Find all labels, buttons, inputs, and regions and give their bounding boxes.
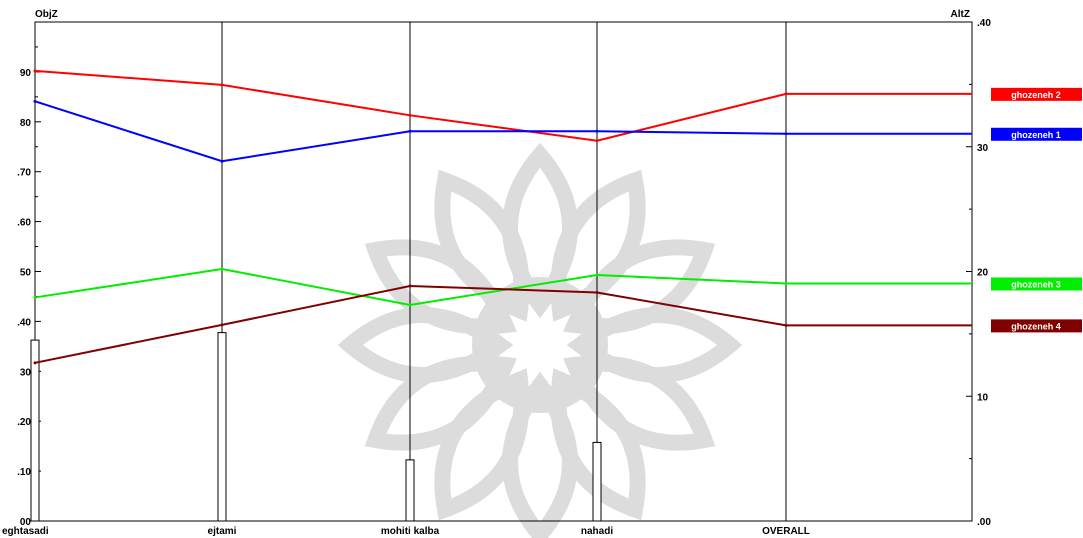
category-label: mohiti kalba [381,526,440,537]
left-tick-label: 80 [20,118,32,129]
left-tick-label: 90 [20,68,32,79]
legend-label: ghozeneh 3 [1011,279,1061,289]
left-tick-label: .20 [17,417,31,428]
left-tick-label: .10 [17,467,31,478]
right-tick-label: .00 [977,517,991,528]
legend-label: ghozeneh 4 [1011,321,1061,331]
bar [217,332,227,522]
series-line [34,69,972,142]
category-label: OVERALL [762,526,810,537]
right-tick-label: 10 [977,392,989,403]
series-line [34,100,972,163]
series-point [784,92,788,96]
series-point [220,83,224,87]
series-point [784,323,788,327]
legend-swatch [991,277,1082,291]
series-point [33,69,37,73]
series-point [220,323,224,327]
series-point [408,113,412,117]
left-tick-label: 00 [20,517,32,528]
series-point [408,284,412,288]
watermark-petal [434,169,530,322]
legend-label: ghozeneh 2 [1011,90,1061,100]
series-point [595,129,599,133]
right-axis-title: AltZ [951,9,970,20]
series-line [34,267,972,306]
right-tick-label: .40 [977,18,991,29]
series-point [408,303,412,307]
category-label: eghtasadi [2,526,49,537]
bar [592,441,602,522]
series-line [34,284,972,364]
left-tick-label: 50 [20,268,32,279]
legend-swatch [991,87,1082,101]
series-point [33,99,37,103]
left-tick-label: 30 [20,367,32,378]
series-point [220,267,224,271]
series-point [784,281,788,285]
series-point [595,139,599,143]
series-point [33,361,37,365]
left-axis-title: ObjZ [35,9,58,20]
category-label: ejtami [208,526,237,537]
bar [405,459,415,522]
series-point [595,273,599,277]
series-point [595,290,599,294]
series-point [784,132,788,136]
legend-label: ghozeneh 1 [1011,130,1061,140]
left-tick-label: .40 [17,317,31,328]
left-tick-label: .60 [17,218,31,229]
plot-frame [34,21,973,522]
right-tick-label: 30 [977,143,989,154]
category-label: nahadi [581,526,613,537]
bar [30,339,40,522]
left-tick-label: .70 [17,168,31,179]
series-point [220,159,224,163]
legend-swatch [991,127,1082,141]
series-point [408,129,412,133]
legend-swatch [991,319,1082,333]
series-point [33,295,37,299]
right-tick-label: 20 [977,268,989,279]
